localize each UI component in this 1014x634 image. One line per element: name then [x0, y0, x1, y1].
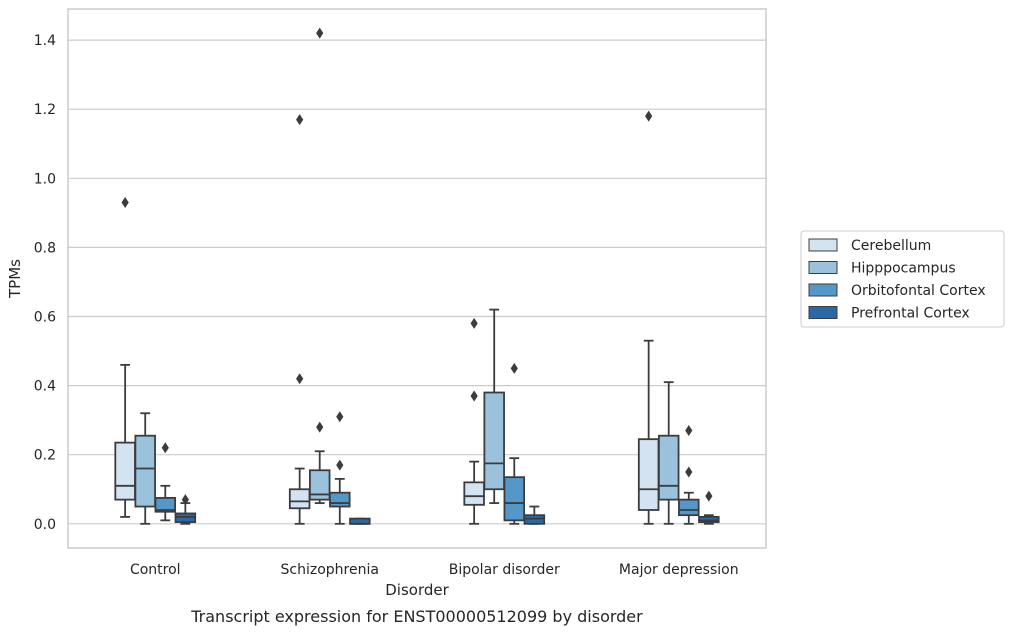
- chart-caption: Transcript expression for ENST0000051209…: [190, 607, 643, 626]
- outlier-point: [685, 466, 693, 478]
- outlier-point: [161, 442, 169, 454]
- box-hipppocampus-1: [308, 27, 331, 504]
- box-iqr: [678, 498, 700, 517]
- box-orbitofontal-cortex-2: [503, 362, 526, 525]
- x-tick-label: Schizophrenia: [281, 562, 379, 578]
- box-iqr: [114, 441, 136, 501]
- outlier-point: [645, 110, 653, 122]
- box-hipppocampus-0: [134, 412, 156, 525]
- box-prefrontal-cortex-2: [523, 505, 546, 525]
- x-axis-ticks: Control Schizophrenia Bipolar disorder Majo…: [130, 562, 739, 578]
- box-cerebellum-1: [288, 114, 311, 525]
- y-tick-label: 0.2: [34, 448, 56, 464]
- outlier-point: [336, 459, 344, 471]
- outlier-point: [470, 317, 478, 329]
- legend: Cerebellum Hipppocampus Orbitofontal Corte…: [800, 230, 1005, 328]
- y-tick-label: 1.0: [34, 171, 56, 187]
- outlier-point: [316, 27, 324, 39]
- legend-swatch: [808, 283, 838, 297]
- legend-entry: Cerebellum: [851, 238, 931, 254]
- x-tick-label: Bipolar disorder: [449, 562, 560, 578]
- grid-lines: [68, 39, 766, 525]
- y-tick-label: 0.4: [34, 379, 56, 395]
- outlier-point: [316, 421, 324, 433]
- box-prefrontal-cortex-1: [349, 517, 371, 525]
- y-tick-label: 0.8: [34, 240, 56, 256]
- box-iqr: [463, 481, 485, 506]
- box-orbitofontal-cortex-1: [329, 411, 351, 525]
- box-iqr: [308, 469, 331, 501]
- box-orbitofontal-cortex-0: [154, 442, 177, 522]
- legend-swatch: [808, 306, 838, 319]
- y-tick-label: 1.2: [34, 102, 56, 118]
- outlier-point: [121, 196, 129, 208]
- x-tick-label: Major depression: [619, 562, 739, 578]
- outlier-point: [296, 373, 304, 385]
- x-axis-label: Disorder: [385, 581, 449, 599]
- box-iqr: [657, 434, 680, 501]
- box-iqr: [288, 488, 311, 510]
- x-tick-label: Control: [130, 562, 181, 578]
- box-prefrontal-cortex-0: [174, 494, 197, 525]
- outlier-point: [685, 425, 693, 437]
- legend-swatch: [808, 261, 838, 274]
- legend-entry: Prefrontal Cortex: [851, 306, 970, 322]
- y-tick-label: 1.4: [34, 33, 56, 49]
- box-cerebellum-0: [114, 196, 136, 518]
- box-iqr: [503, 476, 526, 522]
- box-orbitofontal-cortex-3: [678, 425, 700, 525]
- legend-frame: [800, 230, 1005, 328]
- y-tick-label: 0.6: [34, 310, 56, 326]
- legend-entry: Hipppocampus: [851, 261, 956, 277]
- legend-swatch: [808, 238, 838, 252]
- y-axis-ticks: 0.0 0.2 0.4 0.6 0.8 1.0 1.2 1.4: [34, 33, 56, 533]
- box-iqr: [329, 491, 351, 508]
- box-hipppocampus-2: [483, 308, 505, 504]
- outlier-point: [705, 490, 713, 502]
- box-prefrontal-cortex-3: [698, 490, 720, 525]
- box-iqr: [154, 497, 177, 513]
- legend-entry: Orbitofontal Cortex: [851, 283, 986, 299]
- plot-frame: [67, 8, 767, 549]
- box-cerebellum-3: [637, 110, 660, 525]
- box-iqr: [483, 391, 505, 491]
- outlier-point: [336, 411, 344, 423]
- y-tick-label: 0.0: [34, 517, 56, 533]
- box-hipppocampus-3: [657, 381, 680, 525]
- box-iqr: [134, 434, 156, 508]
- box-iqr: [637, 438, 660, 511]
- outlier-point: [181, 494, 189, 506]
- y-axis-label: TPMs: [6, 259, 24, 299]
- outlier-point: [470, 390, 478, 402]
- outlier-point: [510, 362, 518, 374]
- plot-boxes: [114, 27, 720, 525]
- box-cerebellum-2: [463, 317, 485, 525]
- outlier-point: [296, 114, 304, 126]
